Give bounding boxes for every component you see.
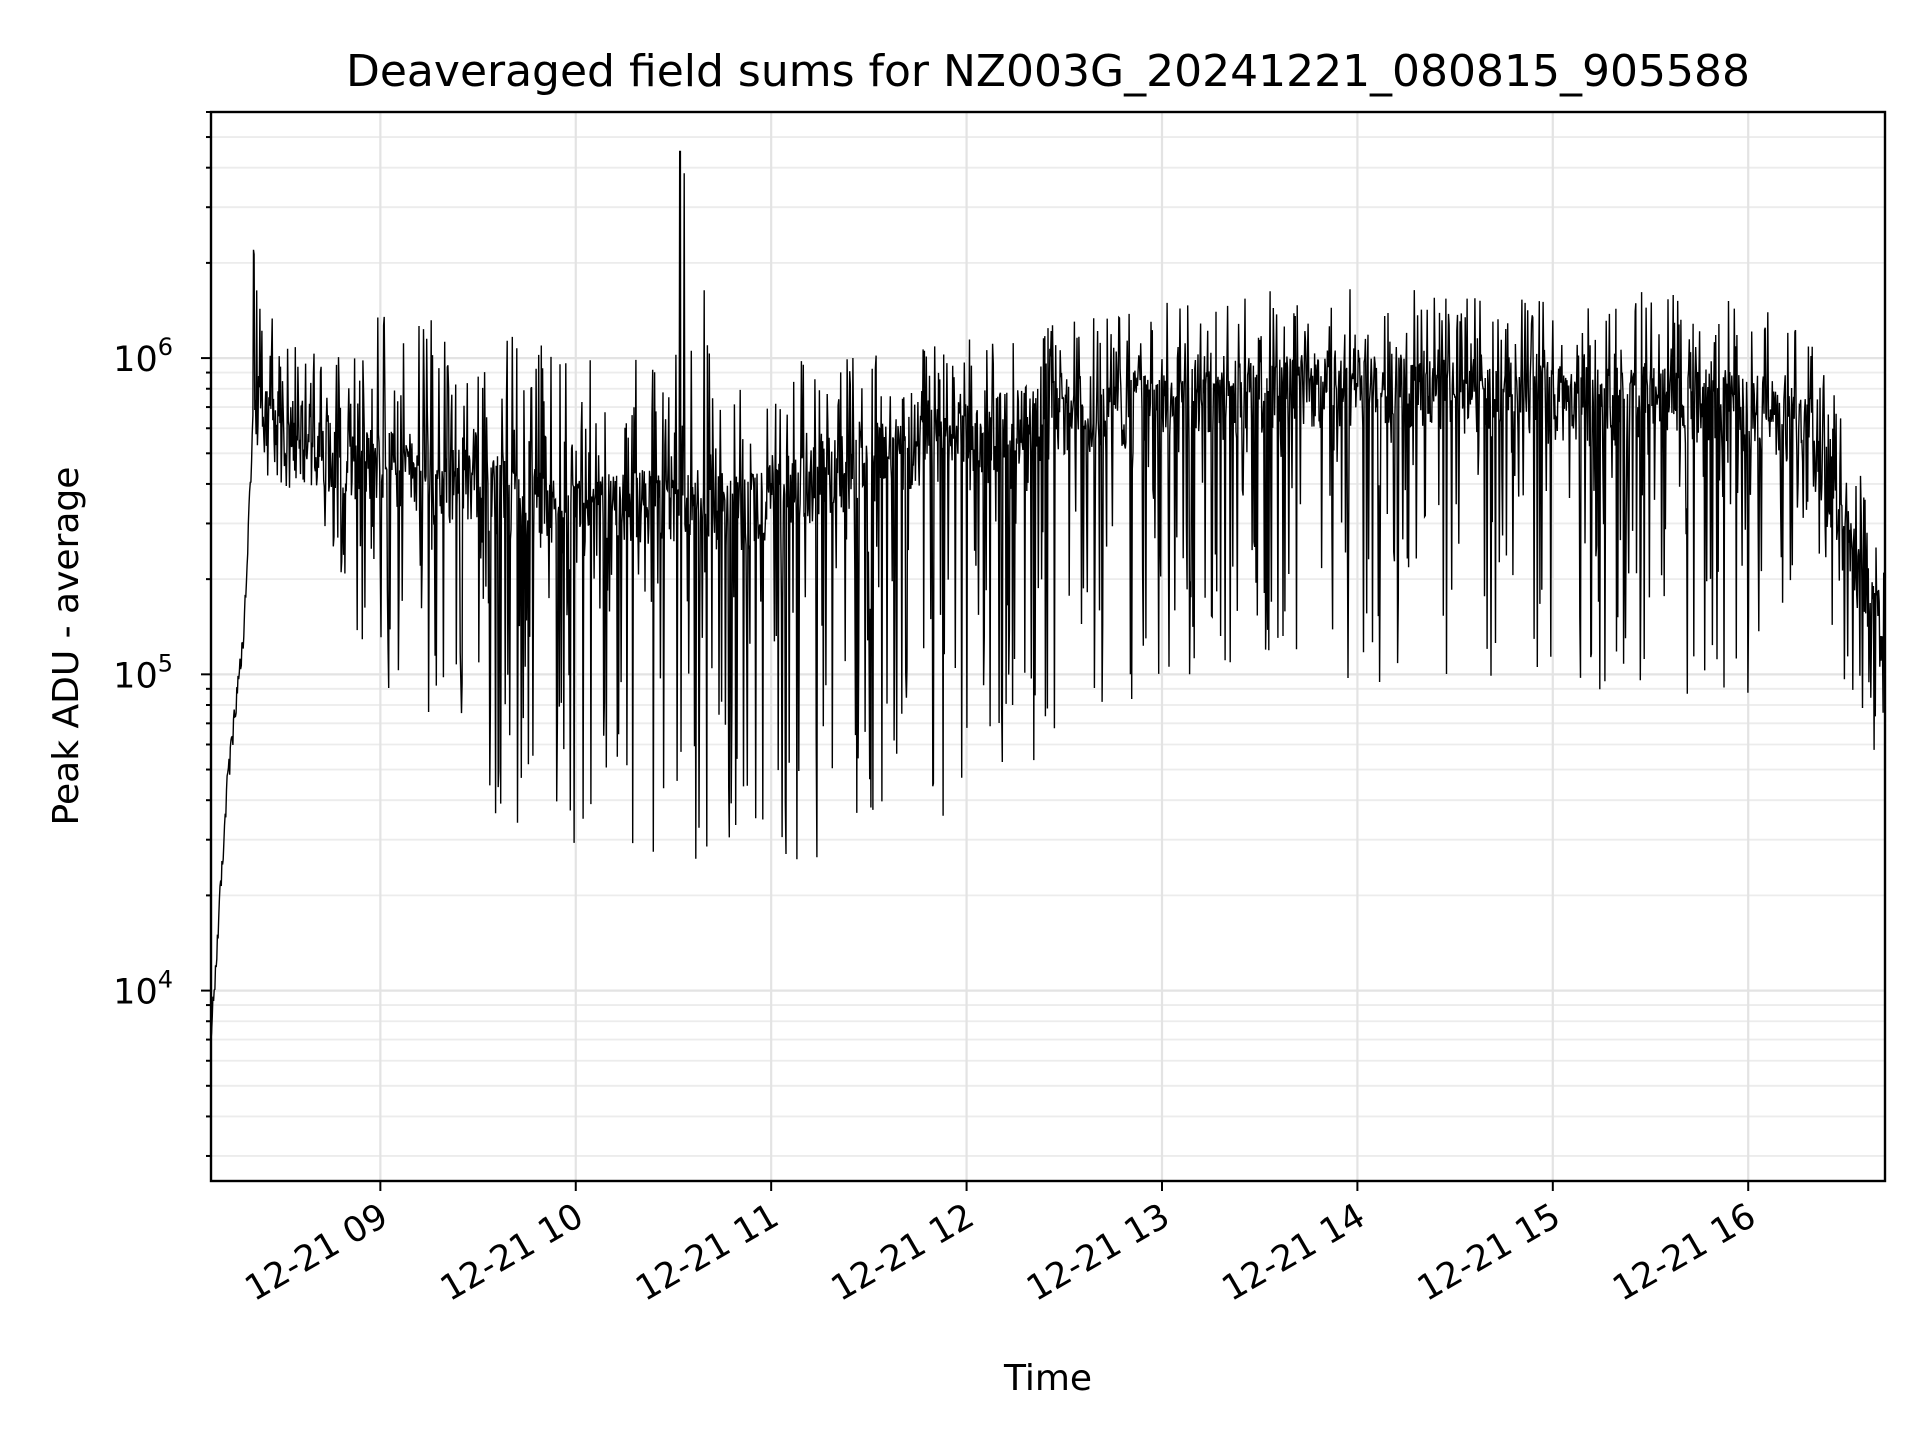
y-tick-label: 106 xyxy=(113,333,173,380)
chart-title: Deaveraged field sums for NZ003G_2024122… xyxy=(346,46,1750,97)
x-tick-label: 12-21 10 xyxy=(434,1196,590,1309)
x-tick-label: 12-21 12 xyxy=(825,1196,981,1309)
y-tick-label: 105 xyxy=(113,649,173,696)
x-axis: 12-21 09 12-21 10 12-21 11 12-21 12 12-21 13… xyxy=(239,1181,1763,1309)
y-axis: 104 105 106 xyxy=(113,111,211,1157)
x-tick-label: 12-21 14 xyxy=(1216,1196,1372,1309)
x-tick-label: 12-21 11 xyxy=(629,1196,785,1309)
x-axis-label: Time xyxy=(1003,1358,1092,1399)
series-line xyxy=(210,150,1886,1040)
y-tick-label: 104 xyxy=(113,966,173,1013)
x-tick-label: 12-21 13 xyxy=(1020,1196,1176,1309)
plot-frame xyxy=(209,110,1887,1183)
x-tick-label: 12-21 15 xyxy=(1411,1196,1567,1309)
x-tick-label: 12-21 16 xyxy=(1606,1196,1762,1309)
y-axis-label: Peak ADU - average xyxy=(46,467,87,826)
x-tick-label: 12-21 09 xyxy=(239,1196,395,1309)
